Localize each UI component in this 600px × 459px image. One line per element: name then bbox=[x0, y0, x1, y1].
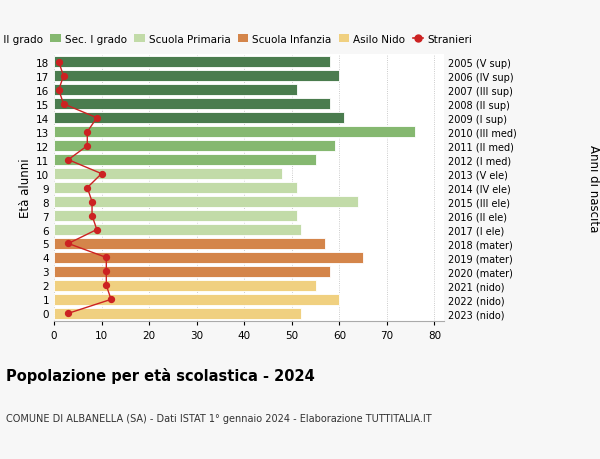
Point bbox=[101, 254, 111, 262]
Bar bbox=[54, 71, 340, 82]
Bar bbox=[54, 266, 330, 277]
Bar bbox=[54, 183, 296, 194]
Point bbox=[87, 198, 97, 206]
Point bbox=[59, 73, 68, 80]
Bar bbox=[54, 127, 415, 138]
Bar bbox=[54, 252, 363, 263]
Legend: Sec. II grado, Sec. I grado, Scuola Primaria, Scuola Infanzia, Asilo Nido, Stran: Sec. II grado, Sec. I grado, Scuola Prim… bbox=[0, 34, 472, 45]
Point bbox=[106, 296, 116, 303]
Bar bbox=[54, 57, 330, 68]
Point bbox=[64, 240, 73, 247]
Bar bbox=[54, 211, 296, 222]
Point bbox=[82, 143, 92, 150]
Point bbox=[64, 157, 73, 164]
Point bbox=[101, 268, 111, 275]
Bar bbox=[54, 280, 316, 291]
Point bbox=[54, 87, 64, 94]
Point bbox=[54, 59, 64, 67]
Bar bbox=[54, 168, 282, 180]
Point bbox=[64, 310, 73, 317]
Point bbox=[87, 213, 97, 220]
Bar bbox=[54, 141, 335, 152]
Point bbox=[97, 171, 106, 178]
Bar bbox=[54, 224, 301, 235]
Text: COMUNE DI ALBANELLA (SA) - Dati ISTAT 1° gennaio 2024 - Elaborazione TUTTITALIA.: COMUNE DI ALBANELLA (SA) - Dati ISTAT 1°… bbox=[6, 413, 431, 423]
Point bbox=[101, 282, 111, 290]
Bar bbox=[54, 85, 296, 96]
Bar bbox=[54, 308, 301, 319]
Bar bbox=[54, 196, 358, 208]
Y-axis label: Anni di nascita: Anni di nascita bbox=[587, 145, 600, 232]
Point bbox=[92, 115, 101, 122]
Text: Popolazione per età scolastica - 2024: Popolazione per età scolastica - 2024 bbox=[6, 367, 315, 383]
Point bbox=[92, 226, 101, 234]
Point bbox=[82, 129, 92, 136]
Bar bbox=[54, 294, 340, 305]
Bar bbox=[54, 113, 344, 124]
Bar bbox=[54, 99, 330, 110]
Bar bbox=[54, 238, 325, 250]
Bar bbox=[54, 155, 316, 166]
Point bbox=[82, 185, 92, 192]
Point bbox=[59, 101, 68, 108]
Y-axis label: Età alunni: Età alunni bbox=[19, 158, 32, 218]
